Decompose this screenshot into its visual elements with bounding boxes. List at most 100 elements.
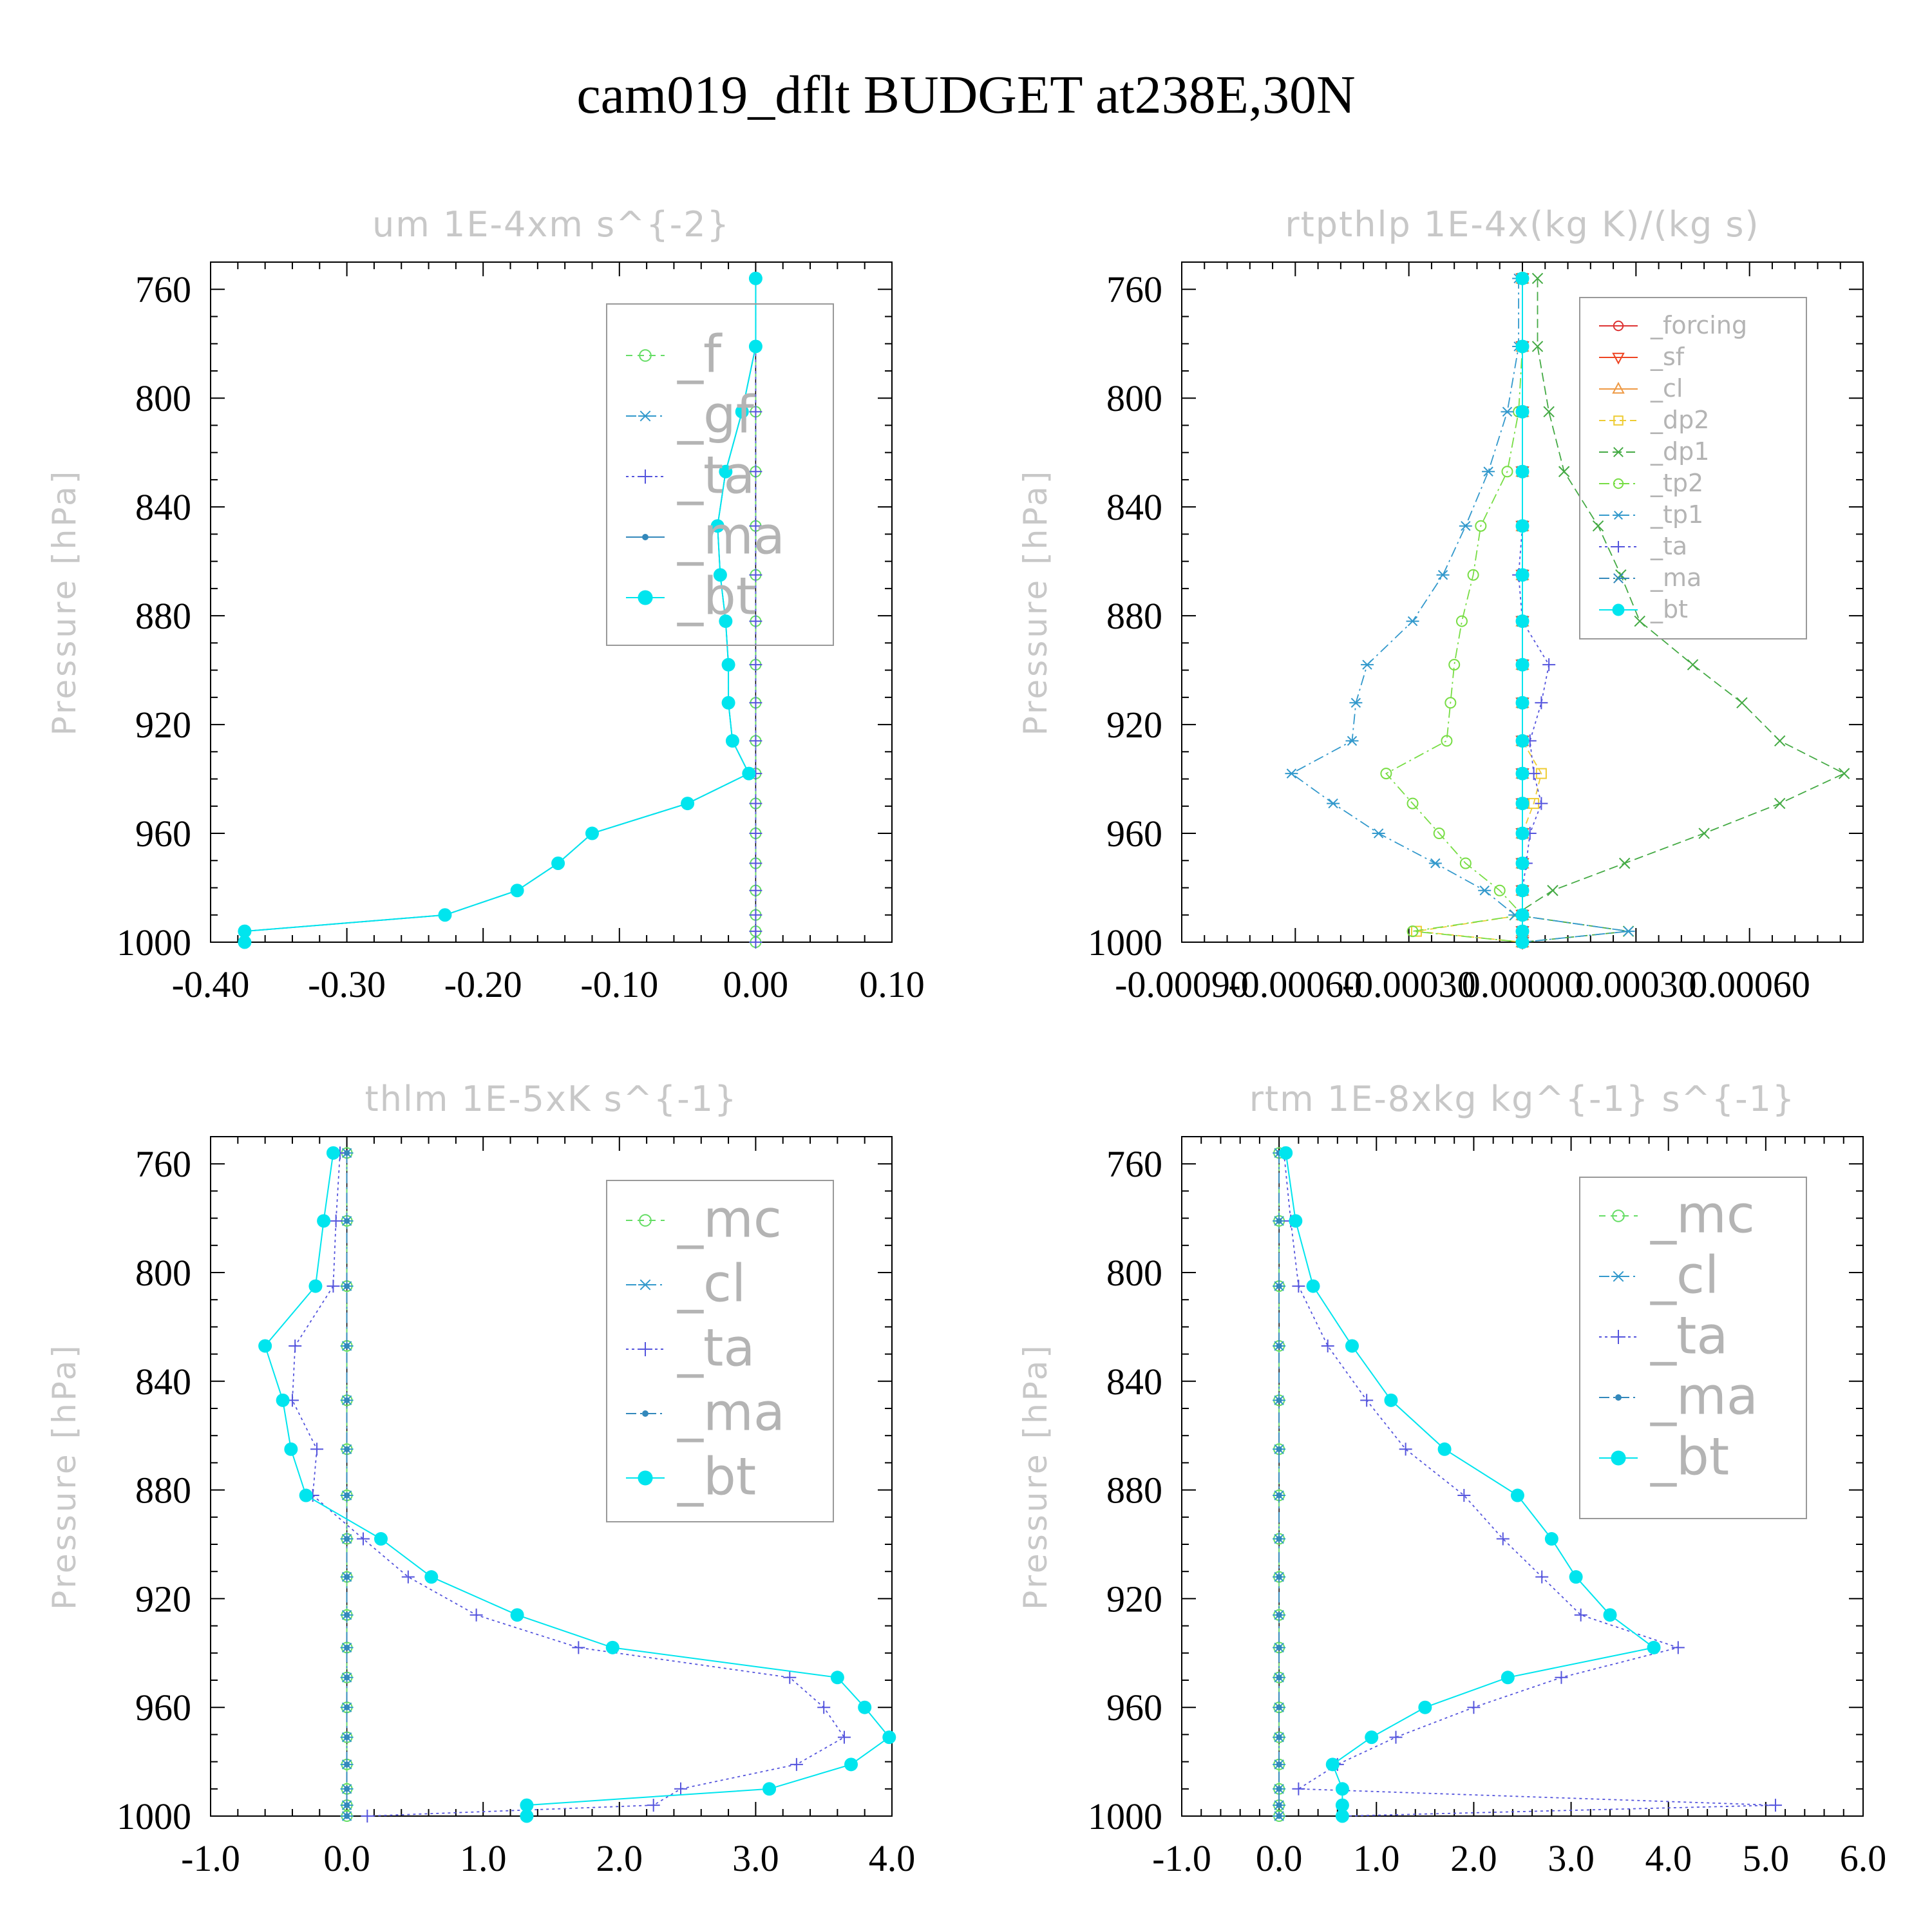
data-point — [783, 1671, 797, 1684]
data-point — [1515, 857, 1530, 871]
legend-label: _gf — [677, 385, 755, 445]
data-point — [1360, 1394, 1374, 1407]
data-point — [882, 1730, 896, 1745]
legend-box — [606, 303, 834, 646]
legend-marker — [642, 534, 649, 540]
data-point — [1437, 1442, 1452, 1456]
data-point — [1618, 857, 1631, 869]
data-point — [520, 1809, 534, 1823]
y-tick-label: 760 — [1106, 1143, 1162, 1185]
x-tick-label: -0.00060 — [1228, 963, 1362, 1005]
data-point — [551, 857, 565, 871]
data-point — [344, 1802, 350, 1808]
data-point — [344, 1786, 350, 1792]
chart-panel-2: rtpthlp 1E-4x(kg K)/(kg s) Pressure [hPa]… — [1017, 204, 1864, 1005]
y-tick-label: 1000 — [117, 1795, 191, 1837]
legend-marker — [638, 469, 652, 484]
legend-marker — [638, 1279, 652, 1291]
data-point — [1515, 884, 1530, 898]
data-point — [1276, 1813, 1282, 1819]
data-point — [344, 1397, 350, 1403]
data-point — [1515, 658, 1530, 672]
y-tick-label: 920 — [135, 704, 191, 746]
legend-marker — [642, 1410, 649, 1417]
y-tick-label: 1000 — [1088, 1795, 1162, 1837]
data-point — [1292, 1782, 1305, 1795]
data-point — [1647, 1640, 1661, 1654]
y-axis-label: Pressure [hPa] — [46, 469, 83, 736]
data-point — [1335, 1782, 1349, 1796]
data-point — [1361, 659, 1374, 670]
y-tick-label: 760 — [135, 269, 191, 310]
legend-marker — [639, 349, 652, 362]
data-point — [817, 1701, 831, 1714]
figure-title: cam019_dflt BUDGET at238E,30N — [576, 65, 1355, 125]
x-tick-label: 0.10 — [859, 963, 925, 1005]
data-point — [1515, 908, 1530, 922]
x-tick-label: 4.0 — [869, 1837, 916, 1879]
x-tick-label: 6.0 — [1840, 1837, 1887, 1879]
legend-label: _bt — [1650, 1427, 1729, 1487]
data-point — [1365, 1730, 1379, 1745]
data-point — [1335, 1798, 1349, 1812]
data-point — [1542, 658, 1556, 672]
data-point — [749, 519, 762, 533]
data-point — [1774, 797, 1786, 810]
data-point — [762, 1782, 777, 1796]
data-point — [344, 1644, 350, 1651]
y-tick-label: 800 — [135, 377, 191, 419]
series-bt — [1515, 271, 1530, 949]
series-bt — [1279, 1146, 1661, 1823]
data-point — [344, 1492, 350, 1499]
data-point — [1448, 659, 1461, 671]
legend: _forcing _sf _cl _dp2 _dp1 _tp2 _tp1 _ta _ma _bt — [1579, 297, 1807, 639]
legend-label: _cl — [677, 1254, 746, 1314]
data-point — [1276, 1786, 1282, 1792]
data-point — [344, 1343, 350, 1349]
data-point — [647, 1799, 660, 1812]
data-point — [721, 696, 735, 710]
data-point — [1592, 520, 1604, 532]
data-point — [1325, 1757, 1340, 1772]
data-point — [1736, 697, 1748, 708]
chart-panel-1: um 1E-4xm s^{-2} Pressure [hPa] 760 800 840 8… — [46, 204, 925, 1005]
legend-marker — [1613, 510, 1624, 520]
x-tick-label: 0.00000 — [1462, 963, 1584, 1005]
series-ma — [344, 1150, 350, 1819]
x-tick-label: -0.10 — [580, 963, 658, 1005]
data-point — [1475, 520, 1487, 532]
legend-marker — [639, 1214, 652, 1227]
data-point — [1345, 1339, 1359, 1353]
legend-marker — [638, 410, 652, 422]
data-point — [1289, 1214, 1303, 1228]
legend-label: _ta — [677, 1318, 755, 1378]
series-dp2 — [1410, 272, 1547, 948]
data-point — [1285, 768, 1298, 779]
legend-label: _dp2 — [1650, 406, 1709, 434]
data-point — [1531, 272, 1544, 285]
data-point — [749, 857, 762, 870]
data-point — [1603, 1608, 1617, 1622]
legend-box — [1579, 297, 1807, 639]
panel-title: thlm 1E-5xK s^{-1} — [365, 1079, 738, 1119]
x-tick-label: -0.40 — [172, 963, 250, 1005]
y-tick-label: 840 — [135, 486, 191, 528]
data-point — [374, 1532, 388, 1546]
legend-marker — [1613, 320, 1624, 332]
data-point — [749, 614, 762, 628]
data-point — [310, 1443, 324, 1456]
data-point — [1428, 858, 1442, 869]
legend-label: _ma — [677, 1383, 785, 1443]
data-point — [1384, 1393, 1398, 1407]
data-point — [1276, 1283, 1282, 1289]
data-point — [1335, 1809, 1349, 1823]
data-point — [1774, 735, 1786, 747]
data-point — [1455, 615, 1468, 627]
legend-label: _cl — [1650, 374, 1683, 402]
data-point — [721, 658, 735, 672]
data-point — [1535, 797, 1548, 810]
data-point — [790, 1757, 803, 1771]
legend-marker — [1613, 541, 1624, 553]
data-point — [1459, 857, 1472, 869]
legend-marker — [1611, 1450, 1626, 1466]
